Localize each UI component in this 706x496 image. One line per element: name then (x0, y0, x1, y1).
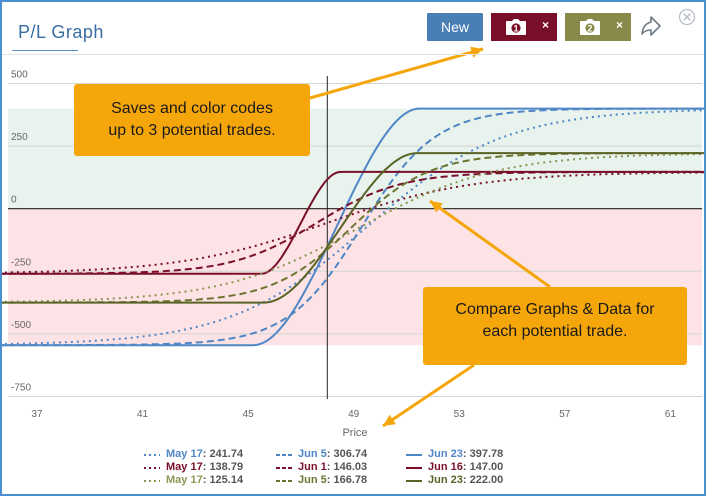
legend-value: 138.79 (209, 461, 244, 473)
callout-arrow (309, 47, 484, 100)
legend-swatch-solid (406, 467, 422, 469)
legend-date: Jun 5 (298, 474, 327, 486)
legend-swatch-dotted (144, 467, 160, 469)
legend-label: May 17: 241.74 (166, 448, 243, 460)
legend-swatch-solid (406, 454, 422, 456)
legend-separator: : (326, 448, 334, 460)
legend-date: May 17 (166, 461, 203, 473)
legend-separator: : (462, 448, 470, 460)
camera-icon: 1 (506, 19, 526, 35)
close-circle-icon[interactable] (678, 8, 696, 26)
legend-separator: : (462, 461, 470, 473)
callout-line: Saves and color codes (111, 100, 273, 117)
snapshot-1-button[interactable]: 1 × (491, 13, 557, 41)
series-2-dotted-line (2, 171, 704, 274)
header-divider (2, 54, 704, 55)
legend-label: Jun 23: 222.00 (428, 474, 503, 486)
callout-line: up to 3 potential trades. (108, 122, 276, 139)
legend-label: May 17: 138.79 (166, 461, 243, 473)
y-tick-label: 500 (11, 70, 28, 81)
series-1-solid-line (2, 107, 704, 347)
x-tick-label: 41 (137, 409, 149, 420)
callout-line: Compare Graphs & Data for (455, 301, 655, 318)
y-tick-label: -500 (11, 320, 31, 331)
x-tick-label: 45 (243, 409, 255, 420)
legend-label: Jun 5: 306.74 (298, 448, 367, 460)
callout-arrow-head (383, 414, 396, 426)
legend-label: Jun 16: 147.00 (428, 461, 503, 473)
legend-label: Jun 1: 146.03 (298, 461, 367, 473)
series-3-dotted-line (2, 153, 704, 303)
x-tick-label: 61 (665, 409, 677, 420)
legend-value: 166.78 (333, 474, 368, 486)
legend-date: Jun 5 (298, 448, 327, 460)
legend-swatch-dashed (276, 480, 292, 482)
legend-label: Jun 5: 166.78 (298, 474, 367, 486)
legend-swatch-dashed (276, 454, 292, 456)
share-arrow-icon[interactable] (640, 15, 662, 37)
series-2-solid-line (2, 170, 704, 275)
legend-value: 241.74 (209, 448, 244, 460)
legend-separator: : (462, 474, 470, 486)
new-trade-button[interactable]: New (427, 13, 483, 41)
legend-value: 222.00 (469, 474, 504, 486)
legend-value: 306.74 (333, 448, 368, 460)
legend-date: Jun 23 (428, 448, 463, 460)
legend-separator: : (202, 448, 210, 460)
y-tick-label: 0 (11, 195, 17, 206)
legend-value: 146.03 (333, 461, 368, 473)
snapshot-1-number: 1 (513, 23, 518, 33)
x-tick-label: 49 (348, 409, 360, 420)
snapshot-2-button[interactable]: 2 × (565, 13, 631, 41)
legend-date: May 17 (166, 448, 203, 460)
callout-arrow (429, 199, 551, 289)
legend-swatch-dotted (144, 454, 160, 456)
legend-date: Jun 16 (428, 461, 463, 473)
snapshot-2-number: 2 (587, 23, 592, 33)
x-tick-label: 37 (31, 409, 43, 420)
y-tick-label: -250 (11, 257, 31, 268)
series-1-dotted-line (2, 109, 704, 346)
legend-swatch-dashed (276, 467, 292, 469)
snapshot-1-remove-icon[interactable]: × (541, 18, 549, 32)
x-axis-title: Price (342, 427, 367, 439)
y-tick-label: -750 (11, 382, 31, 393)
legend-label: May 17: 125.14 (166, 474, 243, 486)
series-3-solid-line (2, 152, 704, 304)
legend-swatch-dotted (144, 480, 160, 482)
legend-separator: : (326, 474, 334, 486)
legend-date: Jun 1 (298, 461, 327, 473)
legend-label: Jun 23: 397.78 (428, 448, 503, 460)
callout-save-trades: Saves and color codes up to 3 potential … (74, 84, 310, 156)
panel-title: P/L Graph (18, 22, 104, 42)
y-tick-label: 250 (11, 132, 28, 143)
callout-compare-graphs: Compare Graphs & Data for each potential… (423, 287, 687, 365)
legend-value: 125.14 (209, 474, 244, 486)
legend-value: 397.78 (469, 448, 504, 460)
callout-line: each potential trade. (482, 323, 628, 340)
legend-separator: : (326, 461, 334, 473)
x-tick-label: 53 (454, 409, 466, 420)
legend-separator: : (202, 474, 210, 486)
x-tick-label: 57 (559, 409, 571, 420)
legend-separator: : (202, 461, 210, 473)
legend-date: Jun 23 (428, 474, 463, 486)
snapshot-2-remove-icon[interactable]: × (615, 18, 623, 32)
callout-arrow (382, 363, 475, 428)
legend-date: May 17 (166, 474, 203, 486)
callout-arrow-head (430, 201, 443, 213)
legend-value: 147.00 (469, 461, 504, 473)
camera-icon: 2 (580, 19, 600, 35)
title-underline (12, 50, 78, 51)
legend-swatch-solid (406, 480, 422, 482)
